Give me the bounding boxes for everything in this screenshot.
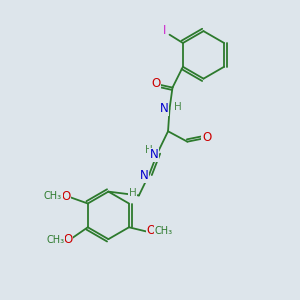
Text: H: H <box>174 103 182 112</box>
Text: CH₃: CH₃ <box>44 191 62 201</box>
Text: N: N <box>150 148 158 161</box>
Text: I: I <box>163 24 166 37</box>
Text: CH₃: CH₃ <box>46 235 64 245</box>
Text: O: O <box>61 190 70 202</box>
Text: O: O <box>63 233 73 246</box>
Text: O: O <box>146 224 156 237</box>
Text: O: O <box>202 131 211 144</box>
Text: N: N <box>160 103 169 116</box>
Text: CH₃: CH₃ <box>155 226 173 236</box>
Text: N: N <box>140 169 148 182</box>
Text: H: H <box>146 145 153 155</box>
Text: O: O <box>151 76 160 90</box>
Text: H: H <box>128 188 136 197</box>
